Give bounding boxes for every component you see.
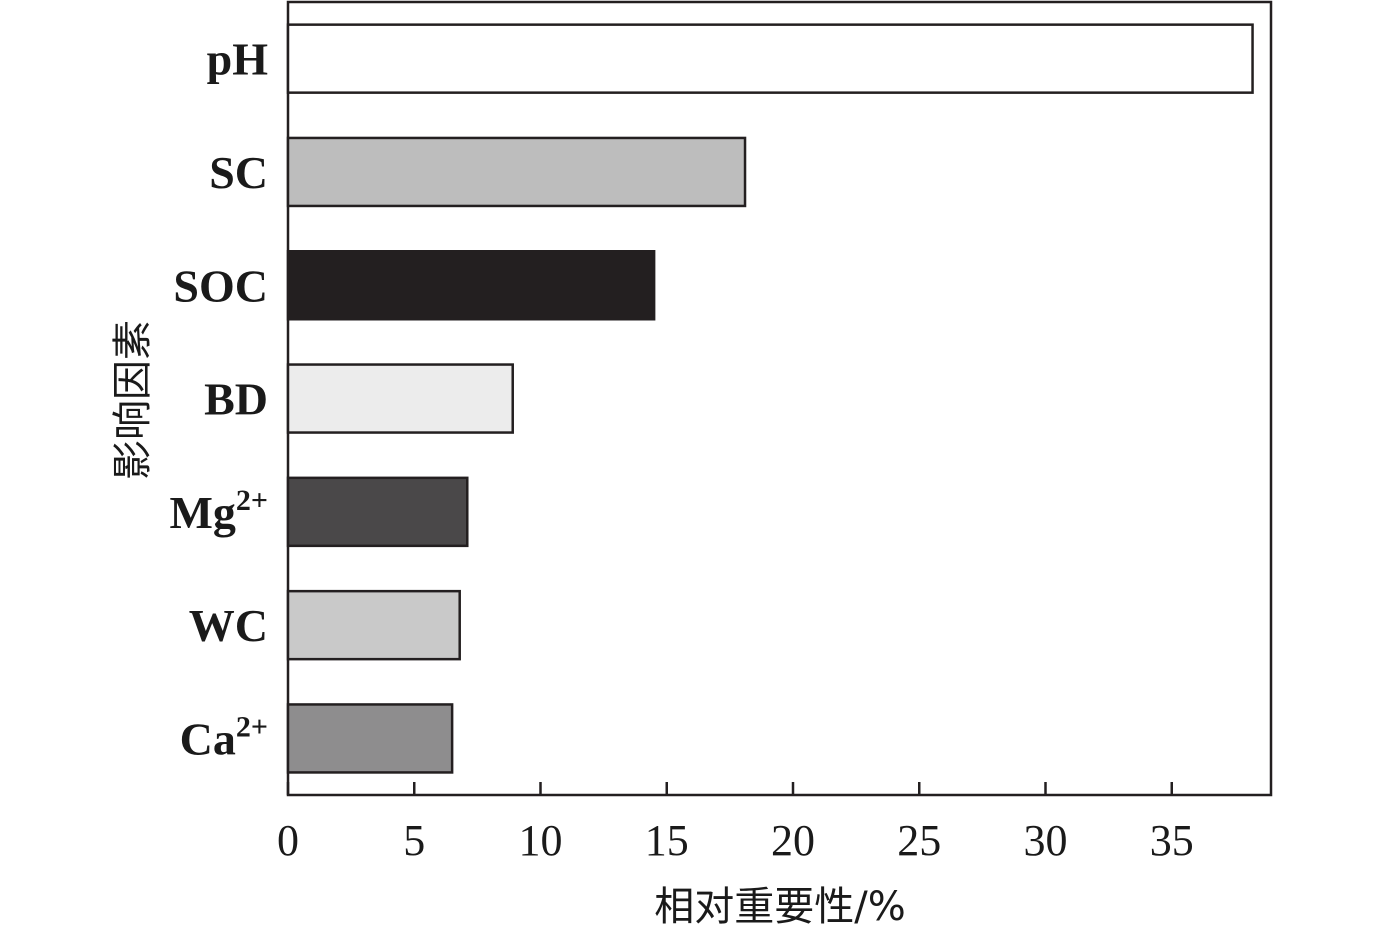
- x-tick-label: 10: [519, 816, 563, 865]
- y-axis-title: 影响因素: [110, 320, 156, 480]
- category-label: pH: [207, 34, 269, 85]
- x-tick-label: 35: [1150, 816, 1194, 865]
- x-tick-label: 25: [897, 816, 941, 865]
- bars-group: [286, 23, 1254, 774]
- x-tick-label: 0: [277, 816, 299, 865]
- bar-bd: [286, 363, 514, 434]
- bar-ca2: [286, 703, 454, 774]
- x-tick-label: 20: [771, 816, 815, 865]
- bar-sc: [286, 136, 747, 208]
- x-tick-label: 15: [645, 816, 689, 865]
- x-tick-label: 30: [1024, 816, 1068, 865]
- bar-ph: [286, 23, 1254, 94]
- category-label: SC: [209, 147, 268, 198]
- category-label: Mg2+: [169, 484, 268, 538]
- category-labels: pH SC SOC BD Mg2+ WC Ca2+: [169, 34, 268, 765]
- category-label: WC: [189, 600, 268, 651]
- x-tick-label: 5: [403, 816, 425, 865]
- bar-soc: [286, 250, 656, 321]
- x-axis-ticks: 0 5 10 15 20 25 30 35: [277, 782, 1194, 865]
- category-label: Ca2+: [180, 710, 268, 764]
- x-axis-title: 相对重要性/%: [654, 884, 905, 930]
- category-label: BD: [204, 374, 268, 425]
- bar-mg2: [286, 476, 469, 548]
- category-label: SOC: [173, 260, 268, 311]
- bar-wc: [286, 589, 461, 661]
